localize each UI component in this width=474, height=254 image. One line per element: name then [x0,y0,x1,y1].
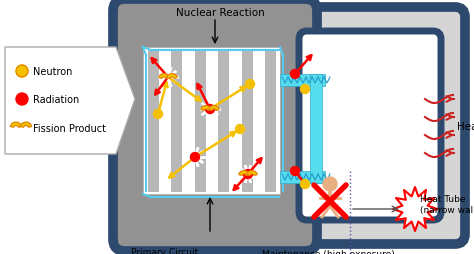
Wedge shape [209,106,219,111]
Circle shape [16,94,28,106]
Wedge shape [167,74,177,79]
Circle shape [301,180,310,189]
Bar [148,51,158,191]
FancyBboxPatch shape [113,0,317,251]
Bar [218,51,228,191]
Circle shape [246,80,255,89]
Wedge shape [239,171,249,176]
Bar [280,171,325,183]
Wedge shape [201,106,211,111]
Polygon shape [393,187,437,231]
Circle shape [16,66,28,78]
Circle shape [323,177,337,191]
Text: Heat: Heat [457,121,474,132]
Bar [310,75,322,183]
Circle shape [154,110,163,119]
Wedge shape [159,74,169,79]
FancyBboxPatch shape [275,8,465,244]
Text: Fission Product: Fission Product [33,123,106,133]
Circle shape [236,125,245,134]
Wedge shape [246,171,257,176]
Circle shape [244,170,253,179]
Circle shape [291,167,300,176]
FancyBboxPatch shape [299,32,441,220]
Bar [172,51,182,191]
Bar [265,51,275,191]
Circle shape [206,105,215,114]
Bar [143,48,280,194]
Wedge shape [20,122,32,128]
Bar [242,51,252,191]
Text: Nuclear Reaction: Nuclear Reaction [176,8,264,18]
Text: Radiation: Radiation [33,95,79,105]
Circle shape [291,70,300,79]
Text: Maintenance (high exposure): Maintenance (high exposure) [262,249,394,254]
Bar [195,51,205,191]
Text: Primary Circuit
(containing radioactive materials?): Primary Circuit (containing radioactive … [86,247,245,254]
Wedge shape [10,122,22,128]
Circle shape [301,85,310,94]
Circle shape [191,153,200,162]
Bar [280,75,325,87]
Text: Heat Tube
(narrow wall): Heat Tube (narrow wall) [420,195,474,214]
Text: Neutron: Neutron [33,67,73,77]
Polygon shape [5,48,135,154]
